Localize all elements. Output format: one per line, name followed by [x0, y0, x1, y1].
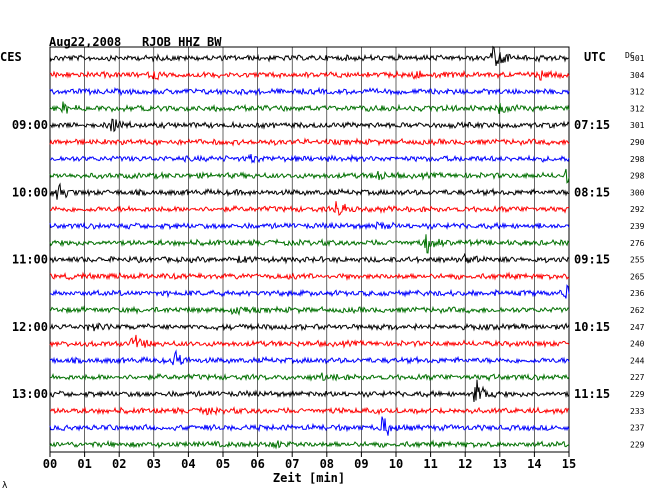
seismic-trace-row-15	[49, 305, 570, 317]
dc-offset-label: 236	[630, 289, 645, 298]
x-tick-label: 12	[458, 457, 472, 471]
seismic-trace-row-23	[49, 439, 570, 450]
seismic-trace-row-11	[49, 234, 570, 254]
dc-offset-label: 312	[630, 88, 645, 97]
dc-offset-label: 237	[630, 424, 645, 433]
dc-offset-label: 312	[630, 104, 645, 113]
seismic-trace-row-3	[49, 101, 570, 114]
dc-header-label: DC	[625, 51, 635, 60]
seismic-trace-row-6	[49, 153, 570, 164]
right-time-label: 08:15	[574, 185, 610, 199]
seismic-trace-row-0	[49, 45, 570, 66]
right-time-label: 10:15	[574, 320, 610, 334]
grid	[49, 46, 570, 457]
right-time-label: 09:15	[574, 253, 610, 267]
header-date: Aug22,2008	[49, 35, 121, 49]
dc-offset-label: 292	[630, 205, 645, 214]
x-tick-label: 04	[181, 457, 195, 471]
seismic-trace-row-16	[49, 322, 570, 332]
seismic-trace-row-12	[49, 253, 570, 265]
dc-offset-label: 247	[630, 323, 645, 332]
right-time-label: 07:15	[574, 118, 610, 132]
x-tick-label: 03	[147, 457, 161, 471]
seismic-trace-row-1	[49, 69, 570, 81]
dc-offset-label: 304	[630, 71, 645, 80]
seismic-trace-row-14	[50, 284, 570, 299]
seismic-trace-row-13	[49, 271, 570, 281]
dc-offset-label: 229	[630, 440, 645, 449]
x-tick-label: 10	[389, 457, 403, 471]
x-axis-label: Zeit [min]	[273, 471, 345, 485]
dc-offset-label: 229	[630, 390, 645, 399]
x-tick-label: 08	[320, 457, 334, 471]
x-tick-label: 14	[527, 457, 541, 471]
x-tick-label: 09	[354, 457, 368, 471]
seismic-trace-row-5	[49, 137, 570, 147]
seismic-trace-row-17	[49, 334, 570, 349]
corner-mark: λ	[2, 481, 8, 491]
seismic-trace-row-20	[49, 379, 570, 403]
dc-offset-label: 239	[630, 222, 645, 231]
right-time-label: 11:15	[574, 387, 610, 401]
seismic-trace-row-19	[49, 372, 570, 382]
seismic-trace-row-7	[49, 168, 570, 184]
dc-offset-label: 262	[630, 306, 645, 315]
seismic-trace-row-8	[49, 182, 570, 200]
seismic-trace-row-10	[49, 221, 570, 231]
x-tick-label: 00	[43, 457, 57, 471]
x-tick-label: 15	[562, 457, 576, 471]
x-tick-label: 01	[77, 457, 91, 471]
x-tick-label: 07	[285, 457, 299, 471]
seismic-trace-row-21	[49, 406, 570, 417]
dc-offset-label: 233	[630, 407, 645, 416]
header-station: RJOB HHZ BW	[142, 35, 222, 49]
left-time-label: 10:00	[12, 185, 48, 199]
dc-offset-label: 227	[630, 373, 645, 382]
dc-offset-label: 255	[630, 256, 645, 265]
label-group: 00 01 02 03 04 05 06 07 08 09 10 11 12 13 14 15 301 304 31…	[12, 54, 645, 471]
x-tick-label: 05	[216, 457, 230, 471]
left-time-label: 09:00	[12, 118, 48, 132]
x-tick-label: 06	[250, 457, 264, 471]
seismic-trace-row-4	[49, 118, 570, 133]
dc-offset-label: 276	[630, 239, 645, 248]
dc-offset-label: 301	[630, 54, 645, 63]
dc-offset-label: 298	[630, 155, 645, 164]
dc-offset-label: 244	[630, 356, 645, 365]
x-tick-label: 11	[423, 457, 437, 471]
right-zone-label: UTC	[584, 50, 606, 64]
x-tick-label: 02	[112, 457, 126, 471]
dc-offset-label: 290	[630, 138, 645, 147]
seismic-trace-row-22	[49, 416, 570, 436]
left-time-label: 11:00	[12, 253, 48, 267]
trace-group	[49, 45, 570, 450]
dc-offset-label: 240	[630, 340, 645, 349]
left-time-label: 13:00	[12, 387, 48, 401]
dc-offset-label: 300	[630, 188, 645, 197]
seismic-trace-row-2	[49, 86, 570, 97]
x-tick-label: 13	[493, 457, 507, 471]
seismic-trace-row-9	[50, 201, 570, 216]
dc-offset-label: 298	[630, 172, 645, 181]
left-zone-label: CES	[0, 50, 22, 64]
left-time-label: 12:00	[12, 320, 48, 334]
dc-offset-label: 265	[630, 272, 645, 281]
dc-offset-label: 301	[630, 121, 645, 130]
seismic-trace-row-18	[49, 349, 570, 366]
